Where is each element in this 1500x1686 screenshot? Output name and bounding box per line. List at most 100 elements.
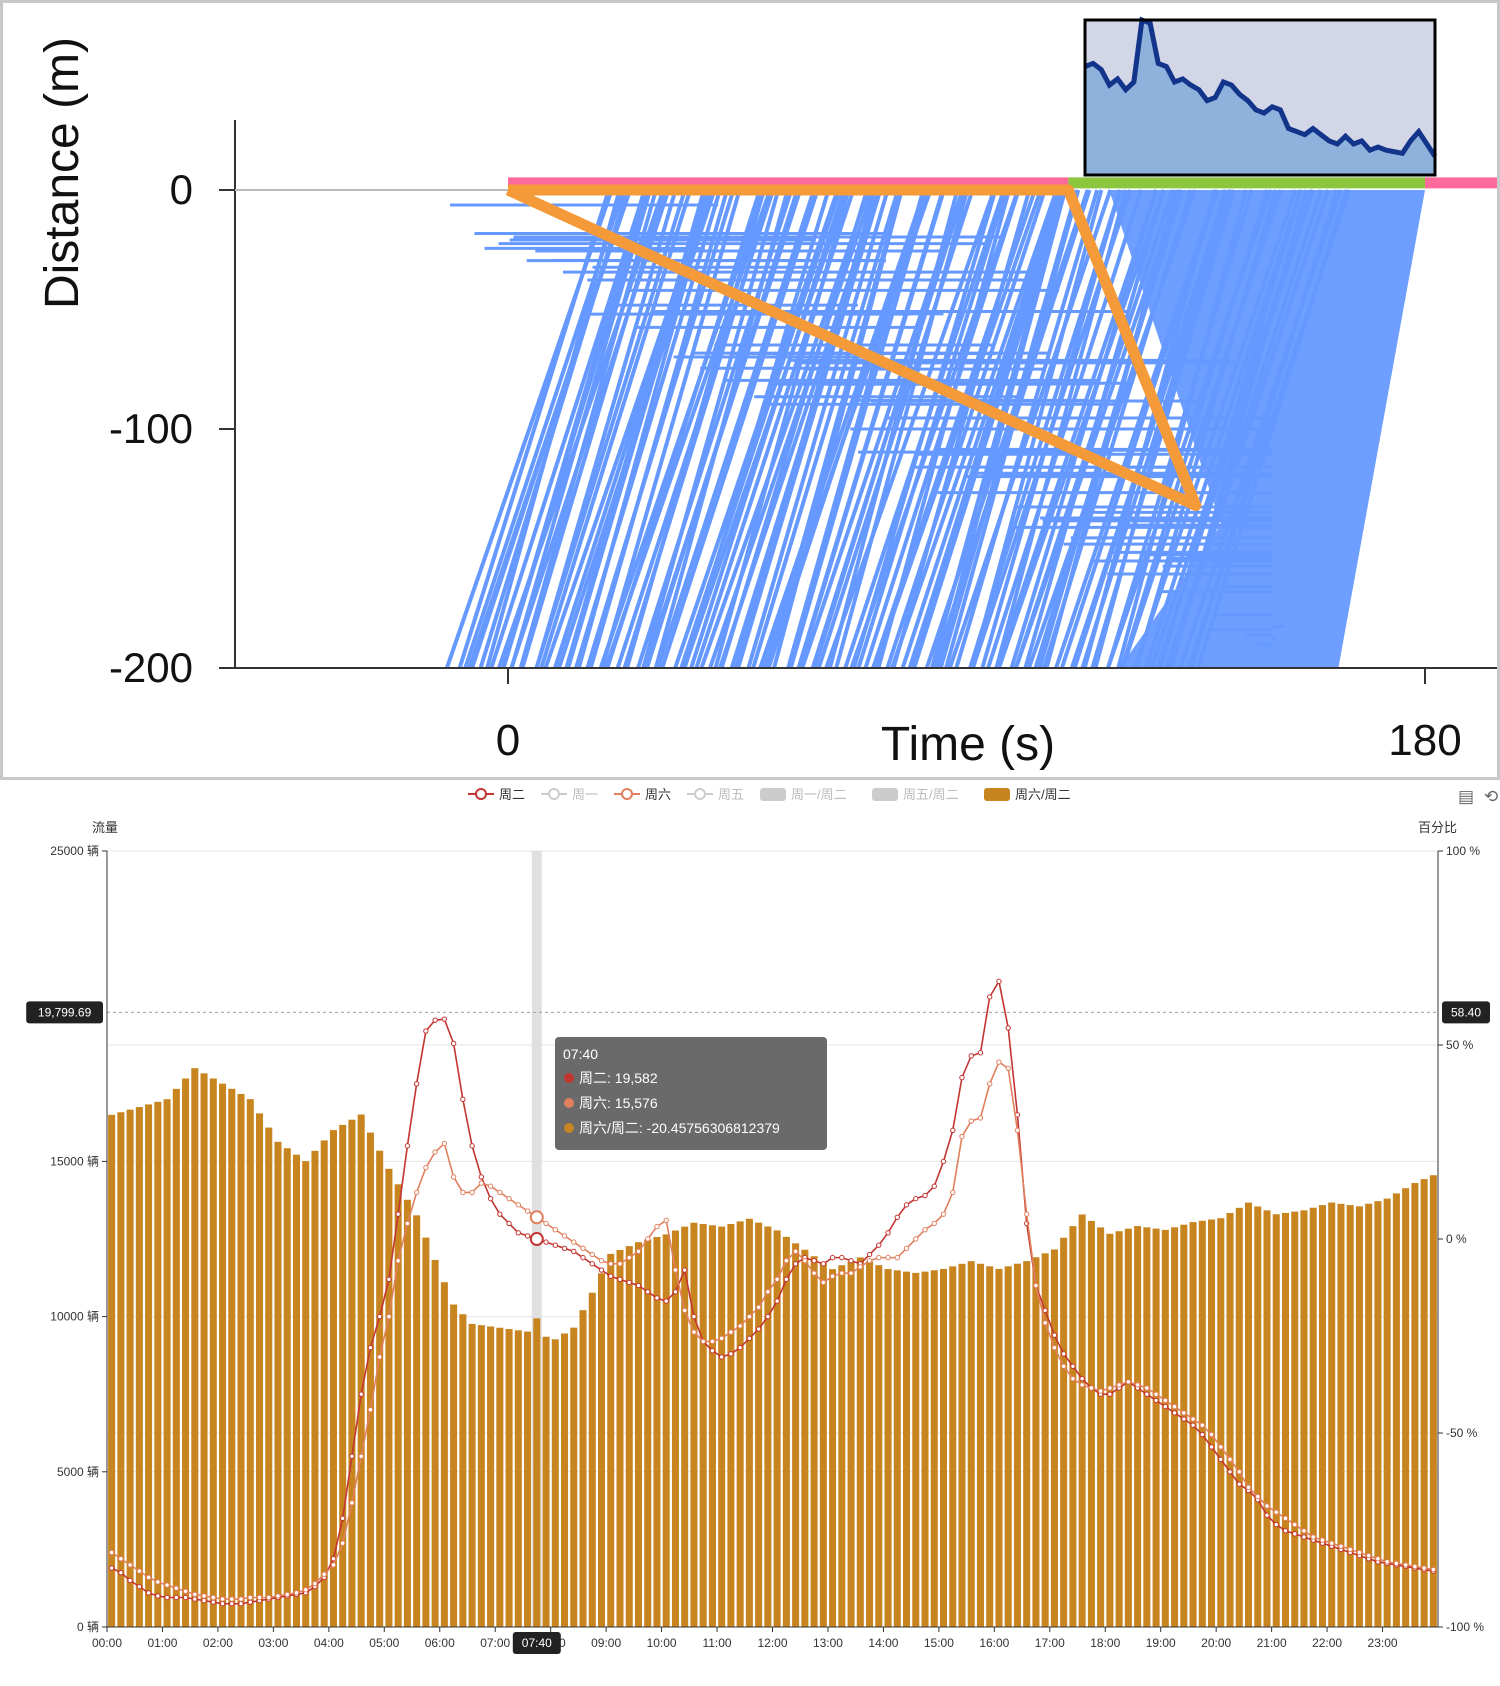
x-tick-label: 13:00 — [813, 1636, 843, 1650]
series-point — [1107, 1385, 1113, 1391]
series-point — [1190, 1422, 1196, 1428]
ratio-bar — [616, 1249, 624, 1627]
ratio-bar — [921, 1271, 929, 1627]
series-point — [524, 1208, 531, 1214]
series-point — [1005, 1065, 1011, 1071]
series-point — [1273, 1509, 1279, 1515]
series-point — [229, 1596, 235, 1602]
legend-label: 周六 — [645, 787, 671, 802]
ratio-bar — [385, 1168, 393, 1627]
series-point — [182, 1594, 189, 1601]
ratio-bar — [228, 1088, 236, 1627]
series-point — [848, 1270, 854, 1276]
ratio-bar — [597, 1273, 606, 1627]
ratio-bar — [450, 1304, 458, 1627]
ratio-bar — [302, 1161, 310, 1627]
cursor-y-right-label-bg — [1442, 1001, 1490, 1024]
cursor-x-label: 07:40 — [522, 1636, 552, 1650]
series-point — [829, 1273, 836, 1279]
legend-item[interactable]: 周五 — [687, 787, 744, 802]
series-point — [1292, 1521, 1298, 1528]
y-right-tick-label: 100 % — [1446, 844, 1480, 858]
series-point — [635, 1282, 642, 1289]
x-tick-label: 06:00 — [425, 1636, 455, 1650]
ratio-bar — [829, 1269, 837, 1627]
series-point — [792, 1261, 799, 1267]
ratio-bar — [477, 1325, 485, 1627]
series-point — [1153, 1391, 1159, 1397]
vehicle-trajectory — [719, 189, 870, 669]
series-point — [866, 1258, 873, 1264]
cursor-x-label-bg — [512, 1632, 561, 1654]
x-tick-label: 17:00 — [1035, 1636, 1065, 1650]
legend-item[interactable]: 周五/周二 — [872, 787, 959, 802]
vehicle-trajectory — [653, 189, 790, 669]
series-point — [765, 1313, 771, 1320]
ratio-bar — [634, 1242, 642, 1627]
series-point — [1218, 1444, 1224, 1450]
x-tick-label: 12:00 — [757, 1636, 787, 1650]
series-point — [792, 1248, 799, 1255]
legend-item[interactable]: 周一 — [541, 787, 598, 802]
ratio-bar — [551, 1339, 559, 1627]
ratio-bar — [1087, 1220, 1095, 1627]
series-point — [164, 1594, 170, 1601]
series-point — [127, 1577, 133, 1584]
y-right-axis-name: 百分比 — [1418, 820, 1457, 835]
x-tick-label: 0 — [496, 716, 520, 765]
ratio-bar — [246, 1099, 254, 1627]
save-icon[interactable]: ▤ — [1458, 787, 1474, 806]
series-point — [543, 1220, 549, 1227]
x-tick-label: 02:00 — [203, 1636, 233, 1650]
x-tick-label: 09:00 — [591, 1636, 621, 1650]
ratio-bar — [126, 1109, 134, 1627]
series-point — [1060, 1363, 1067, 1369]
ratio-bar — [329, 1130, 337, 1627]
tooltip-marker — [564, 1073, 574, 1083]
series-point — [1144, 1391, 1150, 1397]
ratio-bar — [976, 1263, 984, 1627]
x-tick-label: 20:00 — [1201, 1636, 1231, 1650]
series-point — [506, 1220, 512, 1227]
ratio-bar — [1355, 1206, 1363, 1627]
legend-item[interactable]: 周六/周二 — [984, 787, 1071, 802]
vehicle-trajectory — [682, 189, 831, 669]
series-point — [506, 1195, 512, 1202]
series-point — [524, 1233, 531, 1239]
ratio-bar — [366, 1132, 374, 1627]
series-point — [386, 1276, 392, 1283]
ratio-bar — [1134, 1226, 1142, 1627]
time-space-diagram: 0 -100 -200 0 180 Time (s) Distance (m) — [36, 16, 1500, 771]
series-point — [404, 1220, 411, 1227]
series-point — [561, 1233, 568, 1239]
series-point — [959, 1133, 965, 1140]
legend-marker — [475, 788, 487, 800]
series-point — [1412, 1563, 1418, 1570]
legend-item[interactable]: 周六 — [614, 787, 671, 802]
restore-icon[interactable]: ⟲ — [1484, 787, 1498, 806]
series-point — [950, 1127, 956, 1134]
ratio-bar — [838, 1265, 846, 1627]
series-point — [820, 1261, 827, 1267]
series-point — [155, 1593, 161, 1599]
ratio-bar — [1346, 1205, 1354, 1627]
series-point — [303, 1587, 309, 1593]
ratio-bar — [1171, 1227, 1179, 1627]
series-point — [968, 1118, 974, 1124]
series-point — [441, 1016, 448, 1022]
series-point — [275, 1593, 281, 1599]
vehicle-trajectory — [585, 189, 736, 669]
series-point — [478, 1174, 485, 1180]
legend-label: 周一/周二 — [791, 787, 847, 802]
series-point — [580, 1254, 586, 1261]
legend-bar-swatch — [760, 788, 786, 801]
legend-item[interactable]: 周二 — [468, 787, 525, 802]
series-point — [571, 1239, 577, 1245]
x-tick-label: 14:00 — [868, 1636, 898, 1650]
ratio-bar — [819, 1262, 827, 1627]
vehicle-trajectory — [994, 189, 1159, 669]
series-point — [709, 1348, 716, 1354]
series-point — [376, 1354, 383, 1360]
series-point — [339, 1515, 346, 1522]
legend-item[interactable]: 周一/周二 — [760, 787, 847, 802]
